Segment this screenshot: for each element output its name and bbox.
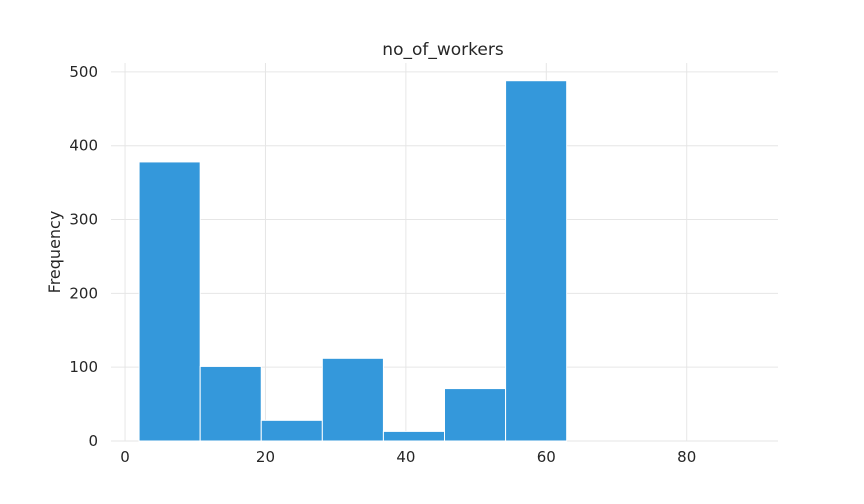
bars-layer — [138, 80, 568, 442]
y-axis-label: Frequency — [45, 211, 64, 294]
x-tick-label: 40 — [396, 448, 415, 466]
x-tick-label: 20 — [256, 448, 275, 466]
histogram-bar — [505, 80, 568, 442]
histogram-bar — [321, 357, 384, 442]
x-tick-label: 80 — [677, 448, 696, 466]
y-tick-label: 100 — [69, 358, 98, 376]
histogram-bar — [199, 365, 262, 442]
histogram-bar — [444, 388, 507, 442]
histogram-bar — [382, 430, 445, 442]
y-tick-label: 0 — [88, 432, 98, 450]
x-tick-label: 60 — [537, 448, 556, 466]
chart-title: no_of_workers — [382, 40, 504, 60]
histogram-bar — [138, 161, 201, 442]
y-tick-label: 200 — [69, 284, 98, 302]
x-tick-label: 0 — [120, 448, 130, 466]
y-tick-label: 500 — [69, 63, 98, 81]
y-tick-label: 400 — [69, 137, 98, 155]
y-tick-label: 300 — [69, 211, 98, 229]
ticks-layer: 0 100 200 300 400 500 0 20 40 60 80 — [69, 63, 696, 466]
histogram-bar — [260, 419, 323, 442]
